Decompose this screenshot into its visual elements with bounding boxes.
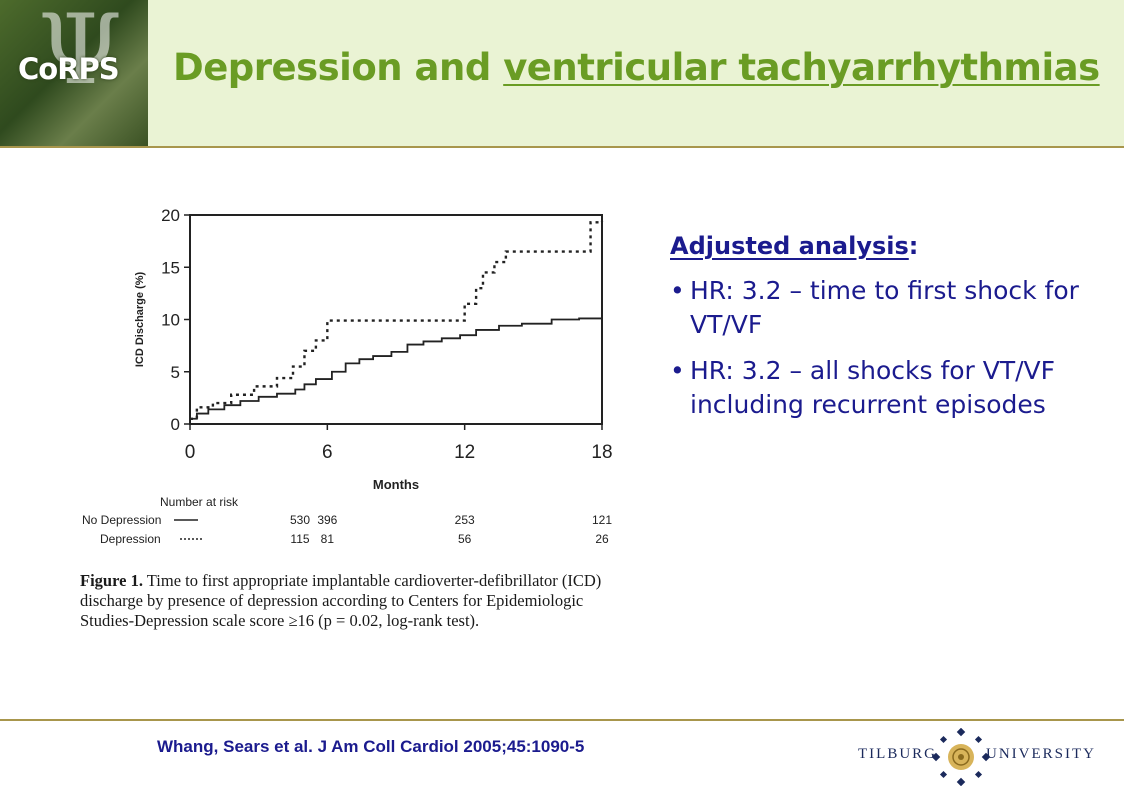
- x-tick-label: 0: [185, 442, 196, 463]
- panel-heading: Adjusted analysis:: [670, 232, 1115, 260]
- y-axis-label: ICD Discharge (%): [134, 271, 146, 367]
- risk-row-label: No Depression: [82, 513, 161, 527]
- bullet-text: HR: 3.2 – time to first shock for VT/VF: [690, 276, 1079, 339]
- footer-divider: [0, 719, 1124, 721]
- risk-value: 56: [458, 532, 472, 546]
- bullet-text: HR: 3.2 – all shocks for VT/VF including…: [690, 356, 1056, 419]
- risk-value: 121: [592, 513, 612, 527]
- slide-title: Depression and ventricular tachyarrhythm…: [173, 46, 1100, 89]
- chart-labels: 0 5 10 15 20 0 6 12 18 ICD Discharge (%) Months: [134, 206, 613, 492]
- corps-logo: Ψ CoRPS: [0, 0, 148, 146]
- y-tick-label: 20: [161, 206, 180, 225]
- risk-value: 253: [455, 513, 475, 527]
- title-underlined: ventricular tachyarrhythmias: [503, 46, 1100, 89]
- series-line-no-depression: [190, 315, 603, 420]
- figure: 0 5 10 15 20 0 6 12 18 ICD Discharge (%) Months Nu…: [80, 196, 625, 651]
- bullet-item: • HR: 3.2 – time to first shock for VT/VF: [670, 274, 1115, 342]
- chart-axes: [184, 214, 603, 430]
- x-tick-label: 12: [454, 442, 475, 463]
- plot-frame: [189, 214, 603, 425]
- series-line-depression: [190, 221, 604, 420]
- y-tick-label: 15: [161, 258, 180, 277]
- risk-value: 81: [321, 532, 335, 546]
- figure-caption: Figure 1. Time to first appropriate impl…: [80, 571, 625, 631]
- university-emblem-icon: [932, 728, 990, 786]
- university-name-left: TILBURG: [858, 746, 937, 762]
- bullet-dot: •: [670, 356, 685, 385]
- risk-table: Number at risk No Depression 530 396 253 121 D…: [82, 495, 612, 546]
- risk-value: 530: [290, 513, 310, 527]
- risk-value: 396: [317, 513, 337, 527]
- bullet-dot: •: [670, 276, 685, 305]
- tilburg-university-logo: TILBURG UNIVERSITY: [858, 728, 1094, 786]
- university-name-right: UNIVERSITY: [986, 746, 1096, 762]
- risk-value: 115: [290, 532, 309, 546]
- citation: Whang, Sears et al. J Am Coll Cardiol 20…: [157, 737, 585, 756]
- bullet-item: • HR: 3.2 – all shocks for VT/VF includin…: [670, 354, 1115, 422]
- risk-row-label: Depression: [100, 532, 161, 546]
- psi-icon: Ψ: [38, 0, 123, 106]
- logo-text: CoRPS: [18, 52, 120, 86]
- y-tick-label: 5: [171, 363, 180, 382]
- km-chart: 0 5 10 15 20 0 6 12 18 ICD Discharge (%) Months Nu…: [82, 206, 613, 546]
- risk-value: 26: [595, 532, 609, 546]
- y-tick-label: 10: [161, 311, 180, 330]
- caption-bold: Figure 1.: [80, 571, 143, 590]
- chart-series: [190, 221, 604, 420]
- x-axis-label: Months: [373, 477, 419, 492]
- y-tick-label: 0: [171, 415, 180, 434]
- panel-heading-underlined: Adjusted analysis: [670, 232, 909, 260]
- title-plain: Depression and: [173, 46, 504, 89]
- panel-heading-suffix: :: [908, 232, 919, 260]
- x-tick-label: 6: [322, 442, 333, 463]
- analysis-panel: Adjusted analysis: • HR: 3.2 – time to fi…: [670, 232, 1115, 434]
- x-tick-label: 18: [591, 442, 612, 463]
- risk-table-title: Number at risk: [160, 495, 239, 509]
- caption-text: Time to first appropriate implantable ca…: [80, 571, 602, 630]
- header-band: Ψ CoRPS Depression and ventricular tachy…: [0, 0, 1124, 148]
